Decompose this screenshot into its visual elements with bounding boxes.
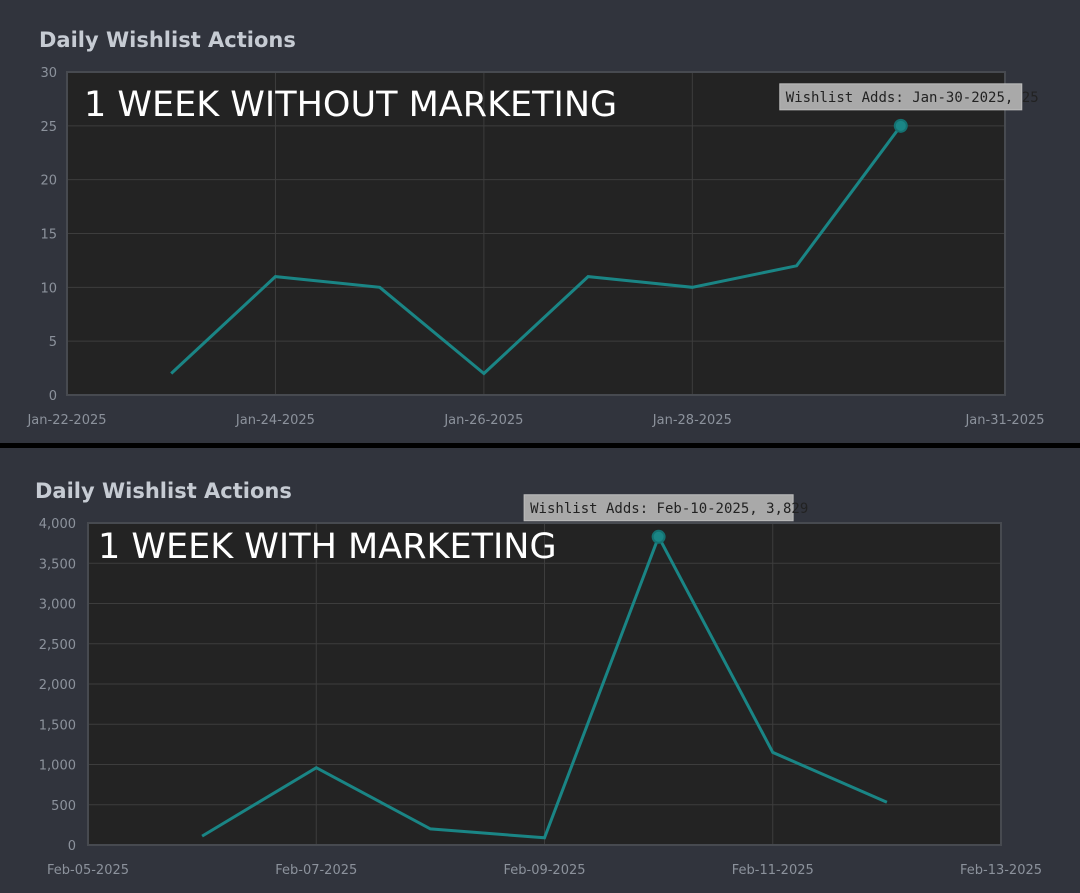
x-tick-label: Feb-11-2025 <box>732 863 814 878</box>
y-tick-label: 4,000 <box>39 517 76 532</box>
overlay-caption: 1 WEEK WITHOUT MARKETING <box>84 85 617 125</box>
y-tick-label: 20 <box>40 174 57 189</box>
data-point <box>272 274 278 280</box>
y-tick-label: 3,000 <box>39 598 76 613</box>
plot-frame <box>87 522 1002 846</box>
y-tick-label: 500 <box>51 799 76 814</box>
x-tick-label: Feb-05-2025 <box>47 863 129 878</box>
y-tick-label: 1,500 <box>39 718 76 733</box>
y-tick-label: 1,000 <box>39 759 76 774</box>
data-point <box>689 284 695 290</box>
data-point <box>199 833 205 839</box>
highlighted-data-point <box>651 529 666 544</box>
tooltip: Wishlist Adds: Jan-30-2025, 25 <box>779 83 1039 111</box>
series-line <box>170 124 903 376</box>
x-tick-label: Jan-24-2025 <box>235 413 315 428</box>
data-point <box>481 370 487 376</box>
x-tick-label: Feb-07-2025 <box>275 863 357 878</box>
y-tick-label: 30 <box>40 66 57 81</box>
chart-panel-without-marketing: Daily Wishlist Actions 0 5 10 15 20 25 30 Jan-2… <box>0 0 1080 443</box>
y-tick-label: 2,500 <box>39 638 76 653</box>
tooltip-box <box>779 83 1023 111</box>
data-point <box>794 263 800 269</box>
series-line <box>201 533 888 840</box>
y-tick-label: 15 <box>40 228 57 243</box>
y-tick-label: 10 <box>40 281 57 296</box>
wishlist-chart-with-marketing: 0 500 1,000 1,500 2,000 2,500 3,000 3,500 4,000 F… <box>39 494 1042 878</box>
y-tick-label: 0 <box>49 389 57 404</box>
data-point <box>313 765 319 771</box>
y-tick-label: 0 <box>68 839 76 854</box>
data-point <box>884 799 890 805</box>
wishlist-chart-without-marketing: 0 5 10 15 20 25 30 Jan-22-2025 Jan-24-2025 Jan-26… <box>26 66 1044 428</box>
x-tick-label: Feb-13-2025 <box>960 863 1042 878</box>
tooltip-text: Wishlist Adds: Feb-10-2025, 3,829 <box>530 501 808 517</box>
x-tick-label: Jan-28-2025 <box>652 413 732 428</box>
y-tick-label: 25 <box>40 120 57 135</box>
plot-frame <box>66 71 1006 396</box>
data-point <box>427 826 433 832</box>
x-tick-label: Jan-22-2025 <box>26 413 106 428</box>
highlighted-data-point <box>893 118 908 133</box>
data-point <box>377 284 383 290</box>
y-tick-label: 2,000 <box>39 678 76 693</box>
tooltip-box <box>523 494 794 522</box>
chart-panel-with-marketing: Daily Wishlist Actions 0 500 1,000 1,500 2,0… <box>0 448 1080 893</box>
y-tick-label: 5 <box>49 335 57 350</box>
data-point <box>542 835 548 841</box>
x-tick-label: Jan-26-2025 <box>443 413 523 428</box>
x-tick-label: Jan-31-2025 <box>964 413 1044 428</box>
x-tick-label: Feb-09-2025 <box>503 863 585 878</box>
data-point <box>770 749 776 755</box>
data-point <box>585 274 591 280</box>
chart-title: Daily Wishlist Actions <box>39 28 296 52</box>
data-point <box>168 370 174 376</box>
y-tick-label: 3,500 <box>39 557 76 572</box>
chart-title: Daily Wishlist Actions <box>35 479 292 503</box>
tooltip: Wishlist Adds: Feb-10-2025, 3,829 <box>523 494 808 522</box>
overlay-caption: 1 WEEK WITH MARKETING <box>98 527 557 567</box>
tooltip-text: Wishlist Adds: Jan-30-2025, 25 <box>786 90 1039 106</box>
